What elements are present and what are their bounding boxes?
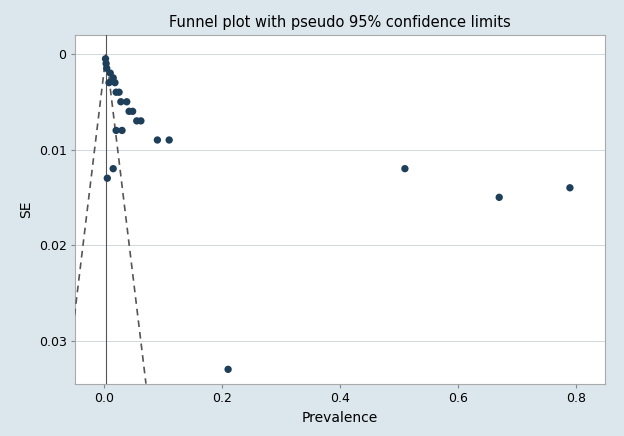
Point [104,79,114,86]
Point [164,136,174,143]
Point [565,184,575,191]
Point [105,70,115,77]
Point [136,117,146,124]
Point [111,127,121,134]
Point [152,136,162,143]
Point [102,175,112,182]
Point [100,55,110,62]
Point [114,89,124,96]
Point [101,60,111,67]
Point [223,366,233,373]
Point [111,89,121,96]
Point [102,65,112,72]
X-axis label: Prevalence: Prevalence [302,411,378,425]
Point [400,165,410,172]
Point [108,75,118,82]
Point [132,117,142,124]
Point [116,98,126,105]
Point [128,108,138,115]
Point [110,79,120,86]
Title: Funnel plot with pseudo 95% confidence limits: Funnel plot with pseudo 95% confidence l… [169,14,511,30]
Point [122,98,132,105]
Point [124,108,134,115]
Point [108,165,118,172]
Point [494,194,504,201]
Point [117,127,127,134]
Y-axis label: SE: SE [19,201,33,218]
